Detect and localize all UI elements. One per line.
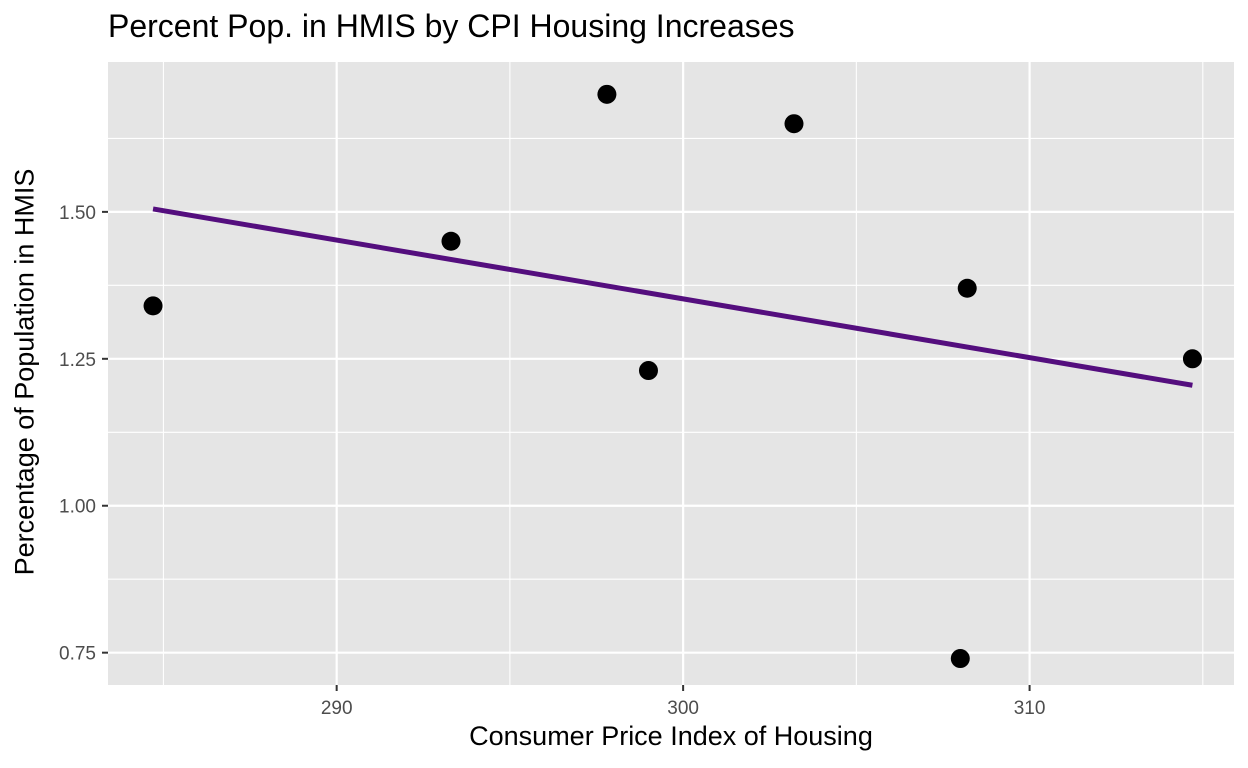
chart-title: Percent Pop. in HMIS by CPI Housing Incr… [108, 8, 795, 44]
y-tick-label: 0.75 [59, 644, 96, 665]
x-tick-label: 310 [1014, 698, 1046, 719]
y-tick-label: 1.25 [59, 350, 96, 371]
trend-line [152, 206, 1193, 388]
data-point [950, 649, 970, 669]
x-tick-label: 300 [667, 698, 699, 719]
y-tick-label: 1.50 [59, 203, 96, 224]
data-point [784, 114, 804, 134]
data-point [143, 296, 163, 316]
x-axis-label: Consumer Price Index of Housing [469, 721, 873, 751]
data-point [957, 278, 977, 298]
x-tick-label: 290 [321, 698, 353, 719]
data-point [1182, 349, 1202, 369]
plot-panel [108, 62, 1234, 685]
data-point [441, 231, 461, 251]
data-point [638, 361, 658, 381]
data-point [597, 84, 617, 104]
y-axis-label: Percentage of Population in HMIS [9, 168, 40, 576]
y-tick-label: 1.00 [59, 497, 96, 518]
